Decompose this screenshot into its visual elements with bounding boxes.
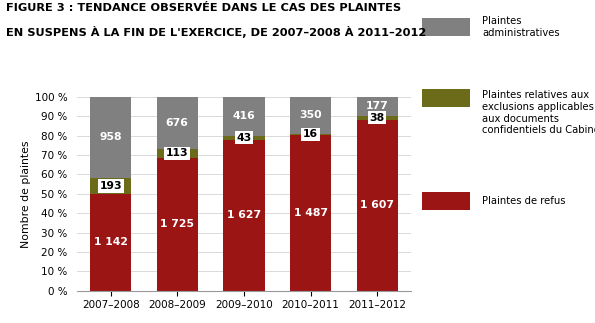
Bar xyxy=(290,135,331,291)
Text: 43: 43 xyxy=(236,132,252,142)
Text: 177: 177 xyxy=(366,101,389,111)
Bar xyxy=(356,116,398,120)
Text: FIGURE 3 : TENDANCE OBSERVÉE DANS LE CAS DES PLAINTES: FIGURE 3 : TENDANCE OBSERVÉE DANS LE CAS… xyxy=(6,3,401,13)
Bar xyxy=(156,158,198,291)
Text: 676: 676 xyxy=(166,118,189,128)
Text: 958: 958 xyxy=(99,132,122,142)
Text: 193: 193 xyxy=(99,181,122,191)
Bar xyxy=(90,194,131,291)
Text: 113: 113 xyxy=(166,148,189,158)
Text: 416: 416 xyxy=(233,111,255,121)
Text: 38: 38 xyxy=(369,113,385,123)
Text: Plaintes relatives aux
exclusions applicables
aux documents
confidentiels du Cab: Plaintes relatives aux exclusions applic… xyxy=(482,90,595,135)
Text: Plaintes
administratives: Plaintes administratives xyxy=(482,16,559,37)
Bar xyxy=(223,140,265,291)
Bar xyxy=(290,133,331,135)
Bar xyxy=(290,97,331,133)
Bar xyxy=(156,97,198,149)
Text: EN SUSPENS À LA FIN DE L'EXERCICE, DE 2007–2008 À 2011–2012: EN SUSPENS À LA FIN DE L'EXERCICE, DE 20… xyxy=(6,26,426,38)
Text: 350: 350 xyxy=(299,110,322,120)
Bar xyxy=(156,149,198,158)
Bar xyxy=(356,120,398,291)
Bar xyxy=(90,178,131,194)
Text: 1 607: 1 607 xyxy=(360,200,394,210)
Text: 1 142: 1 142 xyxy=(93,237,128,247)
Bar xyxy=(223,136,265,140)
Y-axis label: Nombre de plaintes: Nombre de plaintes xyxy=(21,140,31,247)
Text: Plaintes de refus: Plaintes de refus xyxy=(482,196,565,206)
Bar xyxy=(356,97,398,116)
Bar xyxy=(223,97,265,136)
Text: 1 627: 1 627 xyxy=(227,210,261,220)
Text: 1 725: 1 725 xyxy=(160,219,195,229)
Text: 16: 16 xyxy=(303,129,318,139)
Text: 1 487: 1 487 xyxy=(293,208,328,218)
Bar xyxy=(90,97,131,178)
